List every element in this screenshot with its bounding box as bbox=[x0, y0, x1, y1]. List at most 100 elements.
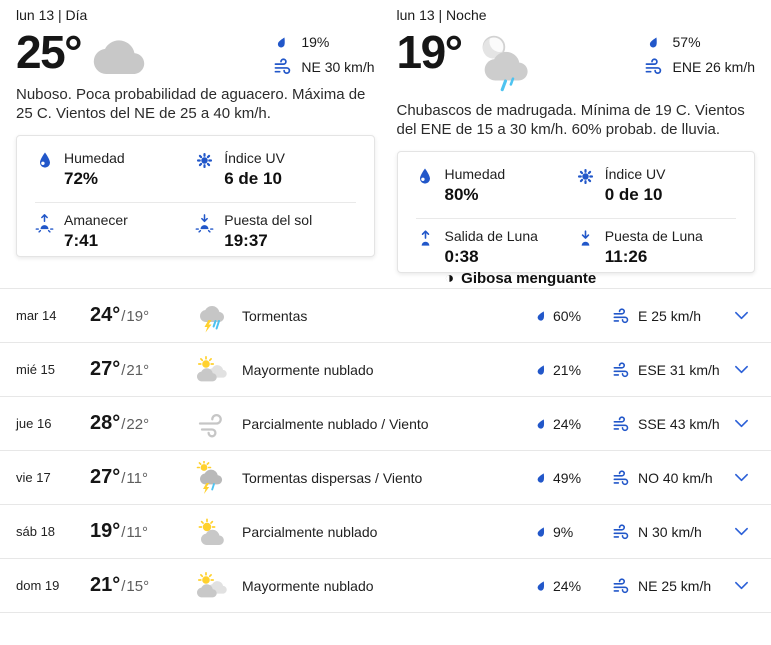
mostly-cloudy-icon bbox=[196, 356, 242, 384]
detail-value: 72% bbox=[64, 169, 99, 188]
precip-value: 24% bbox=[553, 415, 582, 432]
night-rain-icon bbox=[474, 32, 530, 92]
wind-icon bbox=[612, 578, 630, 594]
row-temps: 28°/22° bbox=[90, 412, 196, 435]
detail-uv: Índice UV 0 de 10 bbox=[576, 166, 736, 216]
detail-moonset: Puesta de Luna 11:26 bbox=[576, 228, 736, 273]
chevron-down-icon[interactable] bbox=[727, 365, 755, 374]
chevron-down-icon[interactable] bbox=[727, 473, 755, 482]
row-temps: 27°/21° bbox=[90, 358, 196, 381]
detail-value: 19:37 bbox=[224, 231, 268, 250]
detail-value: 11:26 bbox=[604, 247, 648, 266]
detail-value: 80% bbox=[444, 185, 479, 204]
row-date: vie 17 bbox=[16, 470, 51, 485]
row-date: dom 19 bbox=[16, 578, 60, 593]
chevron-down-icon[interactable] bbox=[727, 419, 755, 428]
night-panel: lun 13 | Noche 19° 57% ENE 26 km/h Chuba… bbox=[396, 6, 755, 287]
row-precip: 49% bbox=[521, 470, 599, 486]
moonrise-icon bbox=[416, 228, 435, 267]
card-divider bbox=[35, 202, 356, 203]
precip-drop-icon bbox=[535, 579, 548, 593]
high-temp: 27° bbox=[90, 358, 121, 380]
moonset-icon bbox=[576, 228, 595, 267]
row-wind: E 25 km/h bbox=[599, 308, 727, 324]
detail-label: Salida de Luna bbox=[444, 228, 538, 244]
row-condition: Mayormente nublado bbox=[242, 361, 374, 378]
day-wind-value: NE 30 km/h bbox=[301, 58, 375, 75]
chevron-down-icon[interactable] bbox=[727, 311, 755, 320]
precip-drop-icon bbox=[535, 363, 548, 377]
precip-drop-icon bbox=[535, 471, 548, 485]
low-temp: 19° bbox=[126, 308, 150, 325]
moon-phase-icon: ◑ bbox=[444, 269, 455, 287]
temp-separator: / bbox=[121, 524, 126, 541]
uv-icon bbox=[195, 150, 214, 189]
detail-value: 0 de 10 bbox=[604, 185, 663, 204]
night-summary: Chubascos de madrugada. Mínima de 19 C. … bbox=[396, 102, 745, 138]
forecast-row-sab-18[interactable]: sáb 18 19°/11° Parcialmente nublado 9% N… bbox=[0, 505, 771, 559]
night-precip-value: 57% bbox=[672, 34, 701, 50]
moon-phase-label: Gibosa menguante bbox=[461, 270, 597, 287]
wind-icon bbox=[612, 524, 630, 540]
forecast-row-vie-17[interactable]: vie 17 27°/11° Tormentas dispersas / Vie… bbox=[0, 451, 771, 505]
row-temps: 24°/19° bbox=[90, 304, 196, 327]
detail-value: 6 de 10 bbox=[224, 169, 282, 188]
night-temperature: 19° bbox=[396, 26, 464, 78]
forecast-row-dom-19[interactable]: dom 19 21°/15° Mayormente nublado 24% NE… bbox=[0, 559, 771, 613]
wind-icon bbox=[273, 58, 292, 75]
uv-icon bbox=[576, 166, 595, 205]
temp-separator: / bbox=[121, 470, 126, 487]
chevron-down-icon[interactable] bbox=[727, 581, 755, 590]
detail-sunset: Puesta del sol 19:37 bbox=[195, 212, 355, 262]
row-temps: 27°/11° bbox=[90, 466, 196, 489]
night-details-card: Humedad 80% Índice UV 0 de 10 Salida de … bbox=[396, 151, 755, 287]
wind-value: SSE 43 km/h bbox=[638, 415, 720, 432]
humidity-icon bbox=[416, 166, 435, 205]
partly-cloudy-icon bbox=[196, 518, 242, 546]
day-panel-header: lun 13 | Día bbox=[16, 7, 88, 23]
detail-label: Índice UV bbox=[224, 150, 285, 166]
low-temp: 11° bbox=[126, 524, 148, 541]
row-temps: 19°/11° bbox=[90, 520, 196, 543]
wind-value: NO 40 km/h bbox=[638, 469, 713, 486]
row-date: mié 15 bbox=[16, 362, 56, 377]
detail-label: Humedad bbox=[444, 166, 506, 182]
day-precip-value: 19% bbox=[301, 34, 330, 50]
today-forecast-section: lun 13 | Día 25° 19% NE 30 km/h Nuboso. … bbox=[0, 0, 771, 287]
detail-label: Puesta del sol bbox=[224, 212, 313, 228]
temp-separator: / bbox=[121, 308, 126, 325]
humidity-icon bbox=[35, 150, 54, 189]
high-temp: 27° bbox=[90, 466, 121, 488]
row-precip: 21% bbox=[521, 362, 599, 378]
night-panel-header: lun 13 | Noche bbox=[396, 7, 487, 23]
detail-label: Humedad bbox=[64, 150, 125, 166]
night-wind-value: ENE 26 km/h bbox=[672, 58, 755, 75]
detail-label: Puesta de Luna bbox=[604, 228, 703, 244]
forecast-row-mar-14[interactable]: mar 14 24°/19° Tormentas 60% E 25 km/h bbox=[0, 289, 771, 343]
precip-drop-icon bbox=[535, 525, 548, 539]
wind-icon bbox=[612, 470, 630, 486]
thunderstorm-icon bbox=[196, 299, 242, 333]
forecast-row-jue-16[interactable]: jue 16 28°/22° Parcialmente nublado / Vi… bbox=[0, 397, 771, 451]
detail-humidity: Humedad 80% bbox=[416, 166, 576, 216]
chevron-down-icon[interactable] bbox=[727, 527, 755, 536]
high-temp: 24° bbox=[90, 304, 121, 326]
low-temp: 22° bbox=[126, 416, 150, 433]
row-wind: NO 40 km/h bbox=[599, 470, 727, 486]
day-summary: Nuboso. Poca probabilidad de aguacero. M… bbox=[16, 86, 366, 122]
high-temp: 21° bbox=[90, 574, 121, 596]
precip-drop-icon bbox=[535, 309, 548, 323]
temp-separator: / bbox=[121, 362, 126, 379]
row-precip: 60% bbox=[521, 308, 599, 324]
day-details-card: Humedad 72% Índice UV 6 de 10 Amanecer 7… bbox=[16, 135, 375, 257]
row-precip: 9% bbox=[521, 524, 599, 540]
cloudy-icon bbox=[93, 32, 145, 74]
precip-drop-icon bbox=[535, 417, 548, 431]
wind-value: E 25 km/h bbox=[638, 307, 702, 324]
forecast-row-mie-15[interactable]: mié 15 27°/21° Mayormente nublado 21% ES… bbox=[0, 343, 771, 397]
row-condition: Tormentas dispersas / Viento bbox=[242, 469, 423, 486]
row-precip: 24% bbox=[521, 416, 599, 432]
day-stats: 19% NE 30 km/h bbox=[272, 34, 375, 75]
high-temp: 19° bbox=[90, 520, 121, 542]
precip-drop-icon bbox=[647, 35, 661, 50]
